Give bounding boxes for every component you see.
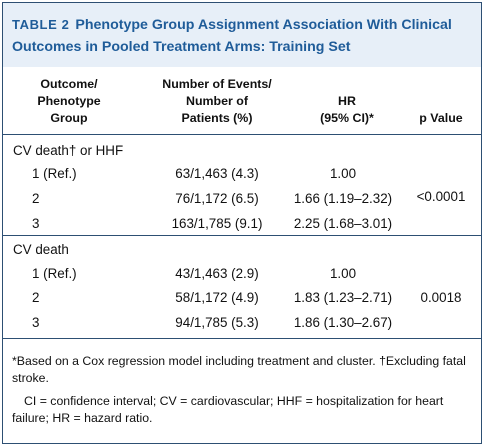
row-group: 3 bbox=[32, 315, 40, 330]
row-hr: 1.00 bbox=[329, 266, 357, 281]
row-group: 2 bbox=[32, 290, 40, 305]
table-title: TABLE 2 Phenotype Group Assignment Associ… bbox=[12, 14, 477, 58]
row-events: 163/1,785 (9.1) bbox=[171, 216, 263, 231]
row-events: 63/1,463 (4.3) bbox=[175, 166, 259, 181]
row-events: 94/1,785 (5.3) bbox=[175, 315, 259, 330]
row-hr: 1.86 (1.30–2.67) bbox=[293, 315, 393, 330]
header-divider bbox=[3, 134, 481, 135]
footnote-divider bbox=[3, 338, 481, 339]
section-divider bbox=[3, 235, 481, 236]
row-hr: 1.83 (1.23–2.71) bbox=[293, 290, 393, 305]
row-events: 43/1,463 (2.9) bbox=[175, 266, 259, 281]
table-caption: Phenotype Group Assignment Association W… bbox=[12, 17, 452, 55]
header-events-line2: Number of bbox=[186, 94, 248, 108]
table-label: TABLE 2 bbox=[12, 17, 70, 32]
footnote-2: CI = confidence interval; CV = cardiovas… bbox=[12, 394, 444, 425]
header-outcome-line2: Phenotype bbox=[37, 94, 101, 108]
section-label: CV death bbox=[13, 242, 69, 257]
header-hr-line2: (95% CI)* bbox=[320, 111, 374, 125]
row-group: 3 bbox=[32, 216, 40, 231]
row-hr: 2.25 (1.68–3.01) bbox=[293, 216, 393, 231]
row-hr: 1.66 (1.19–2.32) bbox=[293, 191, 393, 206]
table-title-band: TABLE 2 Phenotype Group Assignment Associ… bbox=[3, 3, 481, 67]
header-events-line3: Patients (%) bbox=[181, 111, 253, 125]
row-group: 1 (Ref.) bbox=[32, 166, 77, 181]
section-pvalue: 0.0018 bbox=[420, 290, 462, 305]
row-events: 58/1,172 (4.9) bbox=[175, 290, 259, 305]
table-frame: TABLE 2 Phenotype Group Assignment Associ… bbox=[2, 2, 482, 444]
row-hr: 1.00 bbox=[329, 166, 357, 181]
header-events: Number of Events/ Number of Patients (%) bbox=[143, 76, 291, 127]
header-outcome-line3: Group bbox=[50, 111, 88, 125]
header-hr: HR (95% CI)* bbox=[291, 93, 403, 127]
row-group: 1 (Ref.) bbox=[32, 266, 77, 281]
header-pvalue: p Value bbox=[419, 111, 463, 125]
row-events: 76/1,172 (6.5) bbox=[175, 191, 259, 206]
header-outcome: Outcome/ Phenotype Group bbox=[17, 76, 121, 127]
header-outcome-line1: Outcome/ bbox=[40, 77, 98, 91]
section-label: CV death† or HHF bbox=[13, 143, 124, 158]
footnote-1: *Based on a Cox regression model includi… bbox=[12, 354, 466, 385]
row-group: 2 bbox=[32, 191, 40, 206]
header-events-line1: Number of Events/ bbox=[162, 77, 272, 91]
header-hr-line1: HR bbox=[338, 94, 356, 108]
section-pvalue: <0.0001 bbox=[416, 189, 466, 204]
